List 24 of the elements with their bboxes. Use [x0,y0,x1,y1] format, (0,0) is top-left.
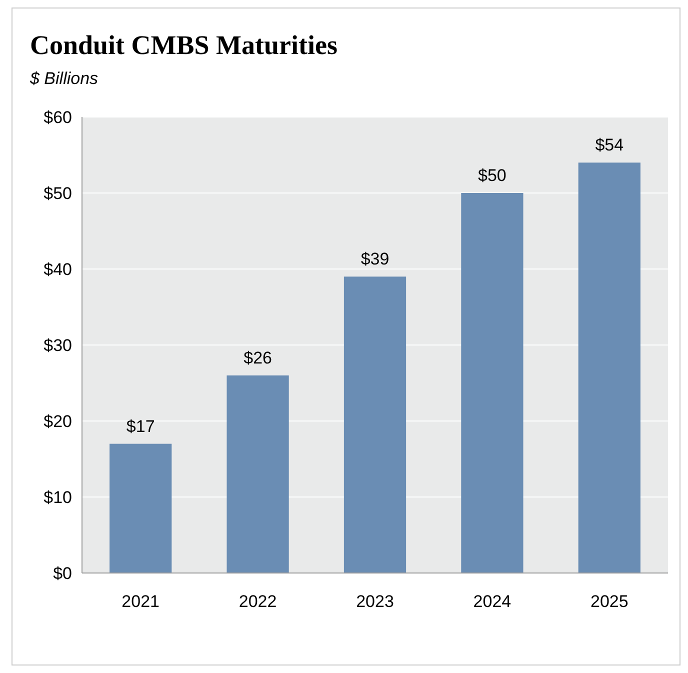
x-tick-label: 2024 [473,592,512,611]
x-tick-label: 2025 [590,592,628,611]
bar [110,444,172,573]
y-tick-label: $20 [44,412,72,431]
data-label: $54 [595,136,624,155]
chart-subtitle: $ Billions [29,69,99,88]
data-label: $26 [244,348,272,368]
y-tick-label: $10 [44,488,72,507]
x-tick-label: 2023 [356,592,394,611]
data-label: $17 [126,416,155,436]
y-tick-label: $50 [44,184,72,203]
y-tick-label: $0 [53,564,72,583]
y-tick-label: $30 [44,336,72,355]
data-label: $50 [478,166,506,185]
bar [461,193,524,573]
chart-title: Conduit CMBS Maturities [30,30,338,60]
bar [578,162,640,573]
data-label: $39 [360,250,390,269]
bar [226,375,289,573]
y-tick-label: $60 [44,108,72,127]
y-tick-label: $40 [44,260,72,279]
bar [344,276,406,573]
x-tick-label: 2021 [122,592,160,611]
x-tick-label: 2022 [238,592,277,611]
